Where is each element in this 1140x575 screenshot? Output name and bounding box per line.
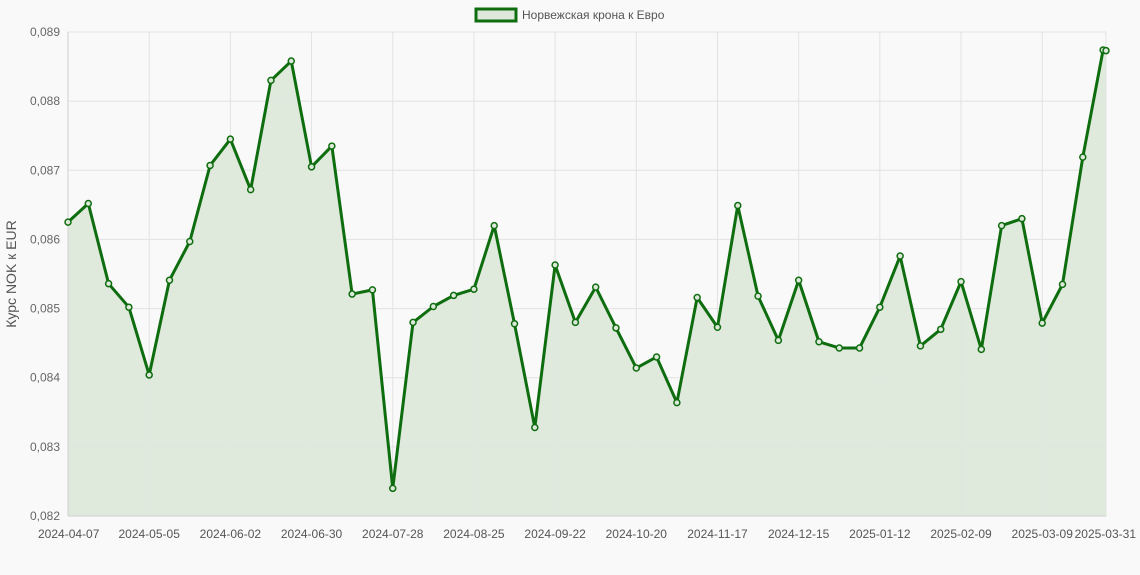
data-point xyxy=(206,161,214,170)
data-point xyxy=(1102,46,1110,55)
data-point xyxy=(936,325,945,334)
data-point xyxy=(591,283,600,291)
data-point xyxy=(1038,319,1046,327)
x-tick-label: 2025-03-31 xyxy=(1075,527,1137,541)
data-point xyxy=(1058,280,1067,289)
data-point xyxy=(916,342,925,350)
x-tick-label: 2024-12-15 xyxy=(768,527,830,541)
data-point xyxy=(896,252,904,260)
y-tick-label: 0,086 xyxy=(30,232,60,246)
data-point xyxy=(368,286,377,294)
data-point xyxy=(84,199,93,208)
data-point xyxy=(388,484,397,493)
data-point xyxy=(165,276,174,284)
data-point xyxy=(429,302,438,311)
y-tick-label: 0,088 xyxy=(30,94,60,108)
data-point xyxy=(612,324,620,332)
data-point xyxy=(246,185,255,194)
data-point xyxy=(328,142,336,150)
data-point xyxy=(145,371,153,379)
data-point xyxy=(551,261,559,269)
data-point xyxy=(876,303,884,311)
data-point xyxy=(490,221,498,230)
data-point xyxy=(64,218,72,226)
x-tick-label: 2024-08-25 xyxy=(443,527,505,541)
y-tick-label: 0,087 xyxy=(30,163,60,177)
data-point xyxy=(774,336,783,345)
data-point xyxy=(693,293,701,302)
x-tick-label: 2025-03-09 xyxy=(1012,527,1074,541)
axes: 0,082 0,083 0,084 0,085 0,086 0,087 0,088 0,089… xyxy=(3,25,1136,541)
data-point xyxy=(287,57,296,65)
y-axis-title: Курс NOK к EUR xyxy=(3,220,19,327)
x-tick-label: 2024-11-17 xyxy=(687,527,748,541)
series-area xyxy=(68,49,1106,516)
data-point xyxy=(815,338,823,346)
data-point xyxy=(835,344,844,352)
x-tick-label: 2024-06-02 xyxy=(200,527,262,541)
data-point xyxy=(855,344,864,352)
data-point xyxy=(754,292,762,300)
data-point xyxy=(267,76,275,85)
legend-label: Норвежская крона к Евро xyxy=(522,8,665,22)
data-point xyxy=(794,276,803,284)
x-tick-label: 2024-04-07 xyxy=(38,527,100,541)
x-tick-label: 2024-09-22 xyxy=(524,527,586,541)
y-tick-label: 0,084 xyxy=(30,371,60,385)
data-point xyxy=(104,279,113,288)
y-tick-label: 0,083 xyxy=(30,440,60,454)
data-point xyxy=(734,201,742,210)
data-point xyxy=(125,303,133,311)
data-point xyxy=(449,291,458,300)
x-tick-label: 2024-05-05 xyxy=(118,527,180,541)
y-tick-label: 0,089 xyxy=(30,25,60,39)
y-tick-label: 0,082 xyxy=(30,509,60,523)
data-point xyxy=(713,323,722,331)
data-points xyxy=(64,46,1110,493)
legend-swatch xyxy=(474,7,518,23)
x-tick-label: 2025-02-09 xyxy=(930,527,992,541)
data-point xyxy=(307,163,316,171)
data-point xyxy=(510,320,519,328)
data-point xyxy=(652,353,661,361)
x-tick-label: 2024-06-30 xyxy=(281,527,343,541)
data-point xyxy=(226,135,235,143)
data-point xyxy=(409,318,417,327)
data-point xyxy=(997,221,1006,230)
data-point xyxy=(348,290,356,298)
data-point xyxy=(1018,214,1026,223)
data-point xyxy=(673,398,681,407)
y-tick-label: 0,085 xyxy=(30,302,60,316)
x-tick-label: 2024-10-20 xyxy=(606,527,668,541)
data-point xyxy=(571,318,580,327)
x-tick-label: 2024-07-28 xyxy=(362,527,424,541)
x-tick-label: 2025-01-12 xyxy=(849,527,911,541)
data-point xyxy=(531,423,539,432)
data-point xyxy=(186,237,194,246)
plot-area xyxy=(66,48,1108,516)
data-point xyxy=(1079,153,1087,161)
data-point xyxy=(632,364,641,372)
legend: Норвежская крона к Евро xyxy=(474,7,665,23)
data-point xyxy=(470,285,478,293)
data-point xyxy=(977,345,986,354)
data-point xyxy=(957,277,965,286)
